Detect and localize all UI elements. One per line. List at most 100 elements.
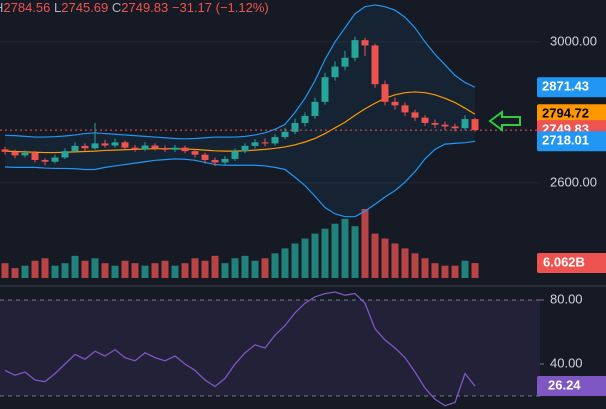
volume-bar [1, 263, 9, 278]
y-tick-label: 3000.00 [550, 33, 597, 48]
volume-bar [301, 238, 309, 278]
candle-body [381, 84, 389, 102]
volume-bar [201, 260, 209, 278]
ohlc-header: H2784.56 L2745.69 C2749.83 −31.17 (−1.12… [0, 0, 269, 15]
candle-body [111, 142, 119, 146]
candle-body [451, 126, 459, 129]
candle-body [271, 137, 279, 144]
volume-bar [51, 265, 59, 278]
rsi-tick-label: 40.00 [550, 355, 583, 370]
volume-bar [451, 265, 459, 278]
price-tag-label: 2718.01 [542, 133, 589, 148]
volume-bar [351, 226, 359, 278]
candle-body [281, 131, 289, 138]
candle-body [251, 142, 259, 146]
volume-bar [151, 263, 159, 278]
candle-body [51, 157, 59, 162]
low-value: 2745.69 [61, 0, 108, 15]
volume-bar [361, 208, 369, 278]
candle-body [61, 151, 69, 158]
volume-bar [431, 263, 439, 278]
candle-body [331, 66, 339, 78]
volume-bar [221, 263, 229, 278]
volume-bar [111, 265, 119, 278]
candle-body [311, 101, 319, 116]
candle-body [101, 143, 109, 146]
pointer-arrow [488, 110, 521, 132]
volume-bar [191, 258, 199, 278]
candle-body [131, 147, 139, 150]
candle-body [141, 145, 149, 150]
candle-body [431, 122, 439, 125]
volume-bar [181, 263, 189, 278]
candle-body [11, 151, 19, 156]
candle-body [121, 142, 129, 148]
low-label: L [54, 0, 61, 15]
candle-body [171, 147, 179, 150]
high-label: H [0, 0, 3, 15]
volume-bar [61, 263, 69, 278]
volume-bar [241, 255, 249, 278]
candle-body [21, 152, 29, 156]
candle-body [401, 105, 409, 113]
volume-bar [141, 265, 149, 278]
volume-bar [421, 258, 429, 278]
price-tag-label: 2871.43 [542, 79, 589, 94]
candle-body [211, 159, 219, 163]
volume-bar [441, 265, 449, 278]
price-tag [537, 131, 606, 152]
candle-body [391, 101, 399, 106]
change-value: −31.17 (−1.12%) [172, 0, 269, 15]
label-layer: 3000.002600.002871.432794.722749.832718.… [537, 33, 606, 397]
close-value: 2749.83 [121, 0, 168, 15]
volume-bar [251, 260, 259, 278]
rsi-line [4, 291, 476, 407]
candle-body [411, 112, 419, 118]
volume-bar [91, 258, 99, 278]
rsi-tag [537, 376, 606, 397]
candle-body [181, 147, 189, 152]
volume-tag [537, 253, 606, 274]
candle-body [321, 77, 329, 102]
close-label: C [112, 0, 121, 15]
band-fill [5, 4, 475, 217]
volume-bar [291, 243, 299, 278]
candle-body [421, 117, 429, 123]
volume-bar [321, 228, 329, 278]
candle-body [81, 145, 89, 149]
volume-bar [211, 255, 219, 278]
volume-bar [411, 253, 419, 278]
candle-body [341, 57, 349, 67]
candle-body [371, 45, 379, 85]
volume-tag-label: 6.062B [543, 254, 585, 269]
volume-bar [71, 255, 79, 278]
candle-body [41, 159, 49, 162]
volume-bar [81, 260, 89, 278]
volume-bar [371, 233, 379, 278]
candle-body [31, 152, 39, 160]
volume-bar [231, 258, 239, 278]
volume-bar [341, 218, 349, 278]
volume-bar [11, 268, 19, 278]
rsi-tick-label: 80.00 [550, 291, 583, 306]
volume-bar [21, 265, 29, 278]
price-tag [537, 104, 606, 125]
volume-bar [381, 238, 389, 278]
volume-bar [311, 233, 319, 278]
candle-body [201, 154, 209, 160]
volume-bar [171, 265, 179, 278]
volume-bar [101, 263, 109, 278]
candle-body [471, 119, 479, 131]
candle-body [361, 40, 369, 46]
band-line [4, 91, 476, 154]
candle-body [161, 148, 169, 150]
volume-bar [281, 248, 289, 278]
volume-bar [471, 263, 479, 278]
candle-body [261, 142, 269, 144]
candle-body [461, 119, 469, 129]
candle-body [1, 149, 9, 152]
rsi-tag-label: 26.24 [548, 377, 581, 392]
volume-bar [131, 263, 139, 278]
